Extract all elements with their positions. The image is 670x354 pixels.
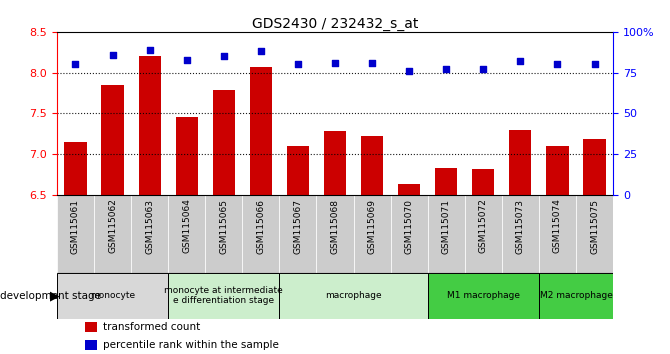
Bar xyxy=(212,91,235,195)
Point xyxy=(182,57,192,62)
Text: percentile rank within the sample: percentile rank within the sample xyxy=(103,340,279,350)
Text: monocyte at intermediate
e differentiation stage: monocyte at intermediate e differentiati… xyxy=(164,286,283,305)
Bar xyxy=(176,118,198,195)
Bar xyxy=(324,131,346,195)
Bar xyxy=(64,142,86,195)
Text: GSM115063: GSM115063 xyxy=(145,199,154,253)
Bar xyxy=(279,273,427,319)
Title: GDS2430 / 232432_s_at: GDS2430 / 232432_s_at xyxy=(252,17,418,31)
Bar xyxy=(502,195,539,273)
Bar xyxy=(427,273,539,319)
Text: M1 macrophage: M1 macrophage xyxy=(447,291,520,300)
Bar xyxy=(57,195,94,273)
Bar xyxy=(539,195,576,273)
Point xyxy=(218,53,229,59)
Point xyxy=(144,47,155,53)
Bar xyxy=(279,195,316,273)
Text: GSM115064: GSM115064 xyxy=(182,199,191,253)
Text: M2 macrophage: M2 macrophage xyxy=(539,291,612,300)
Text: GSM115069: GSM115069 xyxy=(368,199,377,253)
Text: GSM115070: GSM115070 xyxy=(405,199,413,253)
Text: GSM115066: GSM115066 xyxy=(257,199,265,253)
Bar xyxy=(435,168,458,195)
Text: GSM115074: GSM115074 xyxy=(553,199,562,253)
Point xyxy=(330,60,340,65)
Text: ▶: ▶ xyxy=(50,289,60,302)
Text: GSM115073: GSM115073 xyxy=(516,199,525,253)
Bar xyxy=(131,195,168,273)
Bar xyxy=(361,136,383,195)
Bar xyxy=(427,195,465,273)
Point xyxy=(589,62,600,67)
Bar xyxy=(85,340,97,350)
Text: monocyte: monocyte xyxy=(90,291,135,300)
Text: GSM115068: GSM115068 xyxy=(330,199,340,253)
Bar xyxy=(354,195,391,273)
Point xyxy=(70,62,81,67)
Bar xyxy=(287,146,309,195)
Text: GSM115062: GSM115062 xyxy=(108,199,117,253)
Point xyxy=(366,60,377,65)
Bar xyxy=(168,195,205,273)
Bar xyxy=(576,195,613,273)
Bar xyxy=(85,322,97,332)
Bar xyxy=(472,169,494,195)
Text: GSM115061: GSM115061 xyxy=(71,199,80,253)
Point xyxy=(478,67,488,72)
Bar xyxy=(243,195,279,273)
Bar xyxy=(139,56,161,195)
Bar xyxy=(250,67,272,195)
Point xyxy=(293,62,304,67)
Bar xyxy=(205,195,243,273)
Bar xyxy=(584,139,606,195)
Bar xyxy=(391,195,427,273)
Text: GSM115075: GSM115075 xyxy=(590,199,599,253)
Bar xyxy=(94,195,131,273)
Bar xyxy=(398,184,420,195)
Point xyxy=(515,58,526,64)
Text: GSM115065: GSM115065 xyxy=(219,199,228,253)
Bar xyxy=(509,130,531,195)
Bar xyxy=(101,85,124,195)
Bar xyxy=(168,273,279,319)
Point xyxy=(255,48,266,54)
Text: GSM115067: GSM115067 xyxy=(293,199,302,253)
Bar xyxy=(57,273,168,319)
Text: transformed count: transformed count xyxy=(103,322,200,332)
Text: macrophage: macrophage xyxy=(325,291,382,300)
Bar xyxy=(465,195,502,273)
Point xyxy=(404,68,415,74)
Bar xyxy=(539,273,613,319)
Bar xyxy=(316,195,354,273)
Point xyxy=(107,52,118,57)
Point xyxy=(441,67,452,72)
Point xyxy=(552,62,563,67)
Text: GSM115072: GSM115072 xyxy=(479,199,488,253)
Text: development stage: development stage xyxy=(0,291,101,301)
Bar xyxy=(546,146,569,195)
Text: GSM115071: GSM115071 xyxy=(442,199,451,253)
